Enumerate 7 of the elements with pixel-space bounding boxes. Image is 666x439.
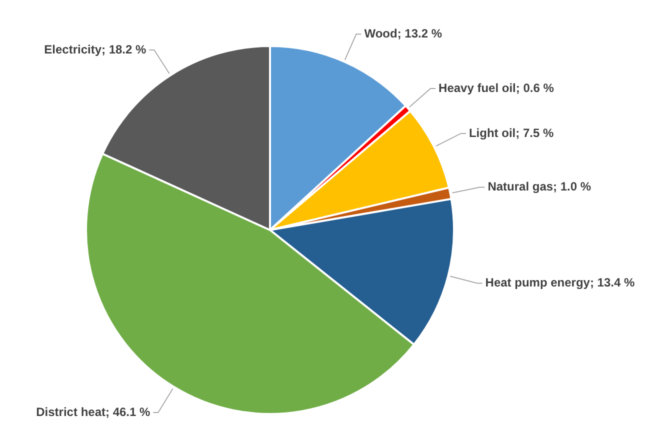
slice-label: District heat; 46.1 % bbox=[36, 404, 151, 419]
slice-label: Heavy fuel oil; 0.6 % bbox=[438, 80, 554, 95]
slice-label: Wood; 13.2 % bbox=[364, 26, 442, 40]
slice-label: Natural gas; 1.0 % bbox=[488, 180, 592, 194]
slice-label: Light oil; 7.5 % bbox=[468, 126, 554, 140]
slice-label: Electricity; 18.2 % bbox=[44, 42, 147, 56]
slice-label: Heat pump energy; 13.4 % bbox=[485, 276, 635, 290]
